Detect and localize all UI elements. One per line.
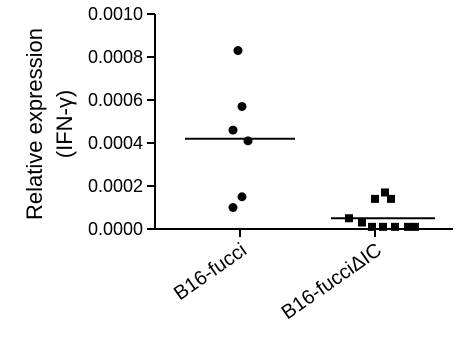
y-ticks: 0.0000 0.0002 0.0004 0.0006 0.0008 0.0010	[88, 4, 155, 239]
data-point	[411, 222, 419, 231]
data-point	[237, 192, 247, 202]
data-point	[228, 203, 238, 212]
x-labels: B16-fucci B16-fucciΔIC	[170, 229, 386, 324]
y-axis-label: Relative expression (IFN-γ)	[22, 28, 77, 220]
axes	[154, 14, 453, 230]
data-point	[391, 222, 399, 231]
data-point	[387, 194, 395, 203]
data-point	[379, 222, 387, 231]
data-point	[404, 222, 412, 231]
data-point	[358, 218, 366, 227]
y-axis-label-line1: Relative expression	[22, 28, 47, 220]
y-tick-label: 0.0006	[88, 90, 143, 110]
data-point	[371, 194, 379, 203]
y-axis-label-line2: (IFN-γ)	[52, 90, 77, 158]
data-point	[233, 46, 243, 56]
data-point	[228, 125, 238, 135]
y-tick-label: 0.0002	[88, 176, 143, 196]
data-point	[237, 101, 247, 111]
y-tick-label: 0.0010	[88, 4, 143, 24]
y-tick-label: 0.0004	[88, 133, 143, 153]
y-tick-label: 0.0008	[88, 47, 143, 67]
data-point	[381, 188, 389, 197]
mean-lines	[185, 137, 435, 220]
x-tick-label: B16-fucciΔIC	[278, 239, 386, 324]
data-point	[368, 222, 376, 231]
x-tick-label: B16-fucci	[170, 239, 251, 305]
y-tick-label: 0.0000	[88, 219, 143, 239]
